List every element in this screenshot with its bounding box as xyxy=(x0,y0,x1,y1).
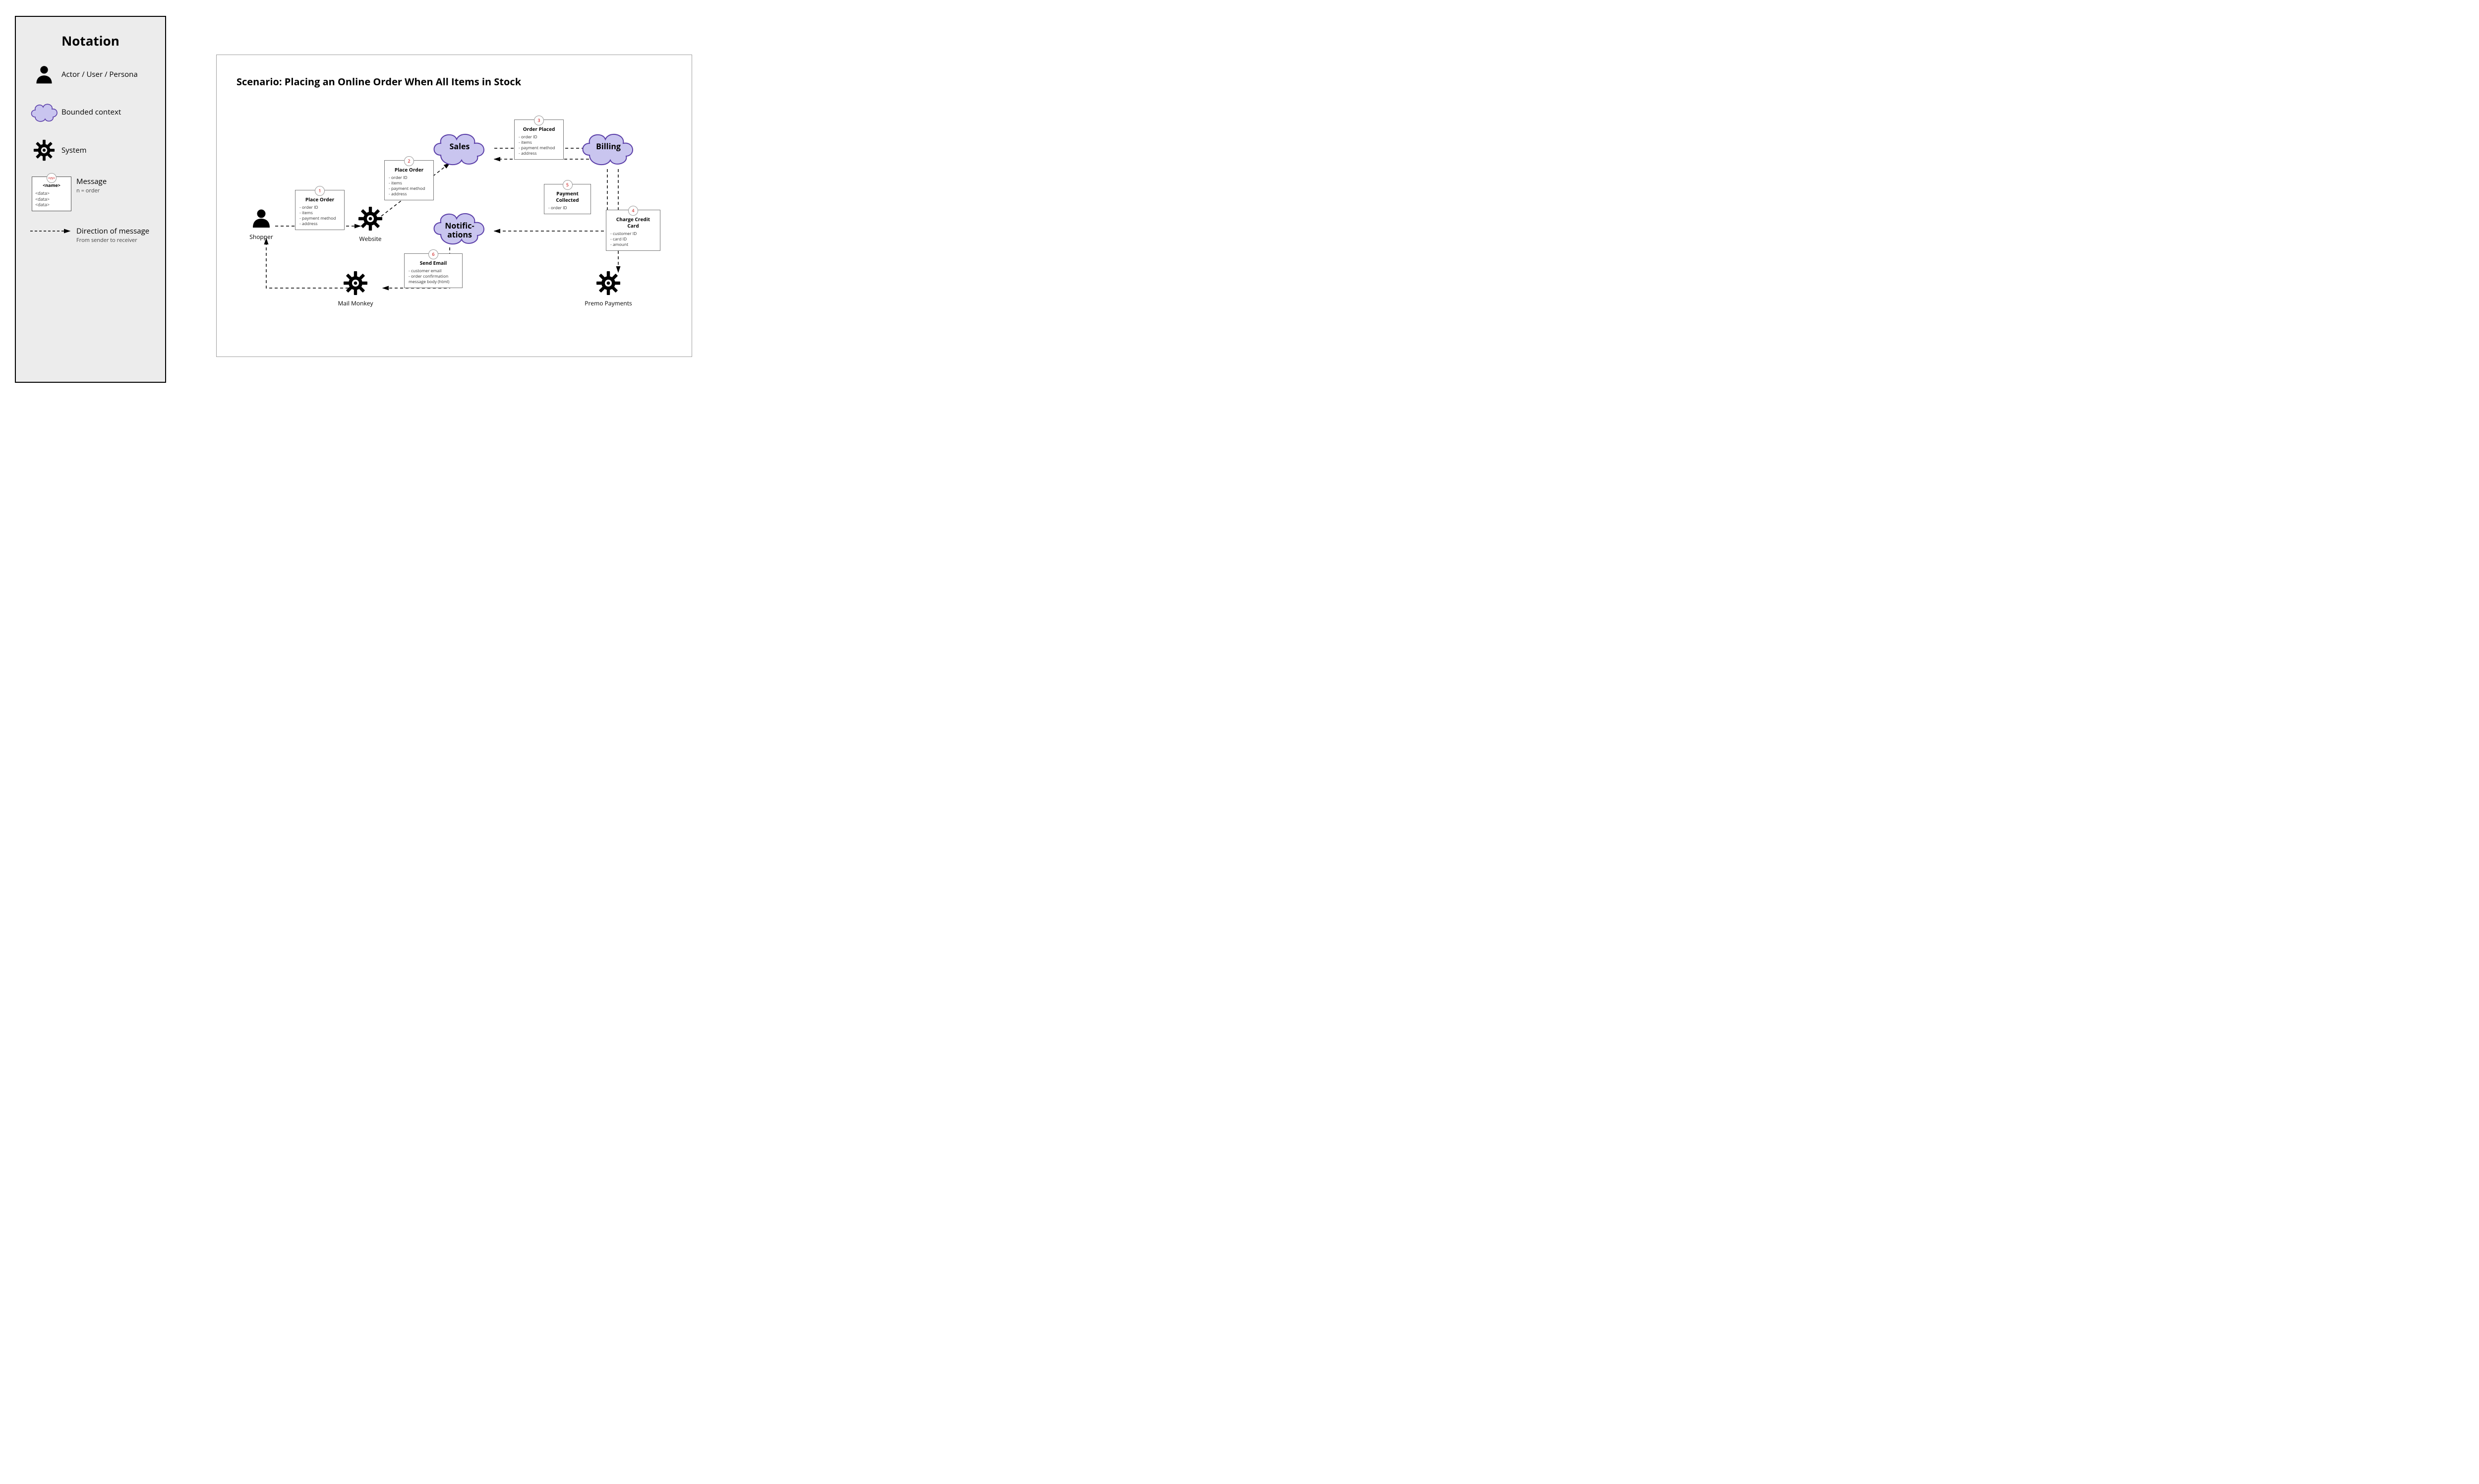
message-field-m3-0: - order ID xyxy=(519,134,559,140)
message-title-m2: Place Order xyxy=(389,167,429,173)
message-title-m5: Payment Collected xyxy=(548,190,587,203)
message-card-m4: 4Charge Credit Card- customer ID- card I… xyxy=(606,210,660,251)
legend-message-card: <n> <name> <data> <data> <data> xyxy=(32,177,71,211)
node-notifications xyxy=(434,214,484,244)
legend-card-line: <data> xyxy=(35,202,68,208)
message-field-m3-1: - items xyxy=(519,140,559,145)
gear-icon xyxy=(27,139,61,162)
message-title-m4: Charge Credit Card xyxy=(610,216,656,229)
message-field-m5-0: - order ID xyxy=(548,205,587,211)
message-badge-m1: 1 xyxy=(315,186,325,196)
edge-mail_monkey-to-shopper_return xyxy=(266,238,349,288)
message-card-m1: 1Place Order- order ID- items- payment m… xyxy=(295,190,345,230)
message-card-m2: 2Place Order- order ID- items- payment m… xyxy=(384,160,434,200)
message-field-m2-3: - address xyxy=(389,191,429,197)
legend-row-actor: Actor / User / Persona xyxy=(27,63,154,85)
message-field-m1-2: - payment method xyxy=(299,216,340,221)
message-title-m1: Place Order xyxy=(299,196,340,203)
actor-icon xyxy=(27,63,61,85)
legend-direction-text: Direction of message From sender to rece… xyxy=(76,226,154,244)
scenario-panel: Scenario: Placing an Online Order When A… xyxy=(216,55,692,357)
message-field-m2-0: - order ID xyxy=(389,175,429,180)
legend-direction-sub: From sender to receiver xyxy=(76,237,154,244)
message-field-m1-1: - items xyxy=(299,210,340,216)
message-card-icon: <n> <name> <data> <data> <data> xyxy=(27,177,76,211)
message-field-m1-3: - address xyxy=(299,221,340,227)
message-field-m3-3: - address xyxy=(519,151,559,156)
message-badge-m2: 2 xyxy=(404,156,414,166)
diagram-svg xyxy=(217,55,692,356)
legend-message-sub: n = order xyxy=(76,187,154,195)
page-root: Notation Actor / User / Persona Bounded … xyxy=(0,0,714,400)
legend-system-text: System xyxy=(61,145,154,155)
message-card-m3: 3Order Placed - order ID- items- payment … xyxy=(514,119,564,160)
node-mail_monkey xyxy=(344,271,367,295)
message-badge-m5: 5 xyxy=(563,180,573,190)
legend-context-text: Bounded context xyxy=(61,107,154,117)
message-field-m2-2: - payment method xyxy=(389,186,429,191)
legend-card-line: <data> xyxy=(35,190,68,196)
message-card-m5: 5Payment Collected- order ID xyxy=(544,184,591,214)
message-field-m4-2: - amount xyxy=(610,242,656,247)
legend-row-message: <n> <name> <data> <data> <data> Message … xyxy=(27,177,154,211)
legend-row-context: Bounded context xyxy=(27,100,154,124)
node-label-website: Website xyxy=(341,235,400,243)
legend-row-direction: Direction of message From sender to rece… xyxy=(27,226,154,244)
arrow-icon xyxy=(27,226,76,236)
message-field-m2-1: - items xyxy=(389,180,429,186)
node-label-premo: Premo Payments xyxy=(579,299,638,307)
message-field-m6-1: - order confirmation message body (html) xyxy=(409,274,458,285)
legend-actor-text: Actor / User / Persona xyxy=(61,69,154,79)
message-card-m6: 6Send Email- customer email- order confi… xyxy=(404,253,463,288)
message-field-m3-2: - payment method xyxy=(519,145,559,151)
notation-panel: Notation Actor / User / Persona Bounded … xyxy=(15,16,166,383)
message-title-m6: Send Email xyxy=(409,260,458,266)
legend-message-label: Message xyxy=(76,177,107,186)
node-sales xyxy=(434,134,484,165)
message-badge-m4: 4 xyxy=(628,206,638,216)
message-field-m1-0: - order ID xyxy=(299,205,340,210)
node-shopper xyxy=(253,210,270,228)
message-field-m4-0: - customer ID xyxy=(610,231,656,237)
node-website xyxy=(358,207,382,231)
message-title-m3: Order Placed xyxy=(519,126,559,132)
legend-row-system: System xyxy=(27,139,154,162)
node-premo xyxy=(596,271,620,295)
notation-title: Notation xyxy=(27,32,154,50)
node-billing xyxy=(583,134,633,165)
legend-direction-label: Direction of message xyxy=(76,226,149,236)
cloud-icon xyxy=(27,100,61,124)
message-badge-m6: 6 xyxy=(428,249,438,259)
node-label-shopper: Shopper xyxy=(232,233,291,241)
message-field-m4-1: - card ID xyxy=(610,237,656,242)
legend-badge: <n> xyxy=(47,173,57,183)
legend-message-text: Message n = order xyxy=(76,177,154,195)
node-label-mail_monkey: Mail Monkey xyxy=(326,299,385,307)
message-field-m6-0: - customer email xyxy=(409,268,458,274)
message-badge-m3: 3 xyxy=(534,116,544,125)
